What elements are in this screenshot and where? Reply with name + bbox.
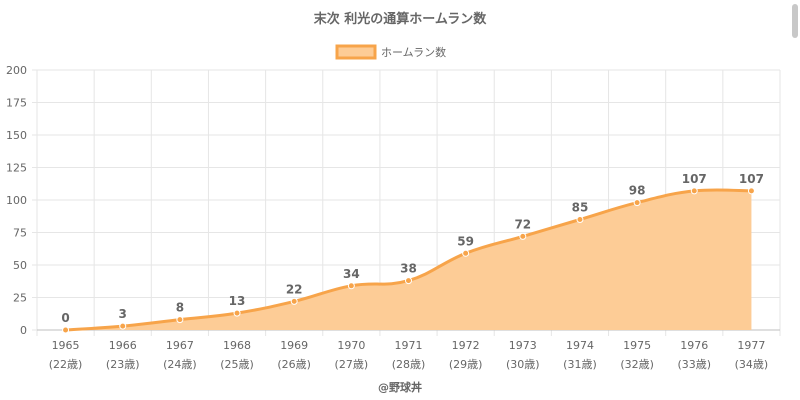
data-label: 22 bbox=[286, 282, 303, 296]
x-tick-age-label: (34歳) bbox=[735, 358, 769, 371]
x-tick-label: 1972 bbox=[452, 339, 480, 352]
legend-label: ホームラン数 bbox=[381, 46, 446, 59]
data-points bbox=[62, 187, 755, 334]
x-tick-label: 1971 bbox=[395, 339, 423, 352]
x-tick-age-label: (33歳) bbox=[677, 358, 711, 371]
data-label: 107 bbox=[739, 172, 764, 186]
y-tick-label: 175 bbox=[6, 97, 27, 110]
grid bbox=[32, 69, 781, 336]
x-tick-age-label: (27歳) bbox=[335, 358, 369, 371]
data-label: 34 bbox=[343, 267, 360, 281]
y-tick-label: 100 bbox=[6, 194, 27, 207]
x-tick-age-label: (30歳) bbox=[506, 358, 540, 371]
data-point bbox=[290, 297, 298, 305]
x-tick-label: 1965 bbox=[52, 339, 80, 352]
data-label: 0 bbox=[61, 311, 69, 325]
data-label: 107 bbox=[682, 172, 707, 186]
y-tick-label: 0 bbox=[20, 324, 27, 337]
data-label: 59 bbox=[457, 234, 474, 248]
series-area bbox=[65, 188, 752, 332]
scrollbar[interactable] bbox=[792, 4, 798, 38]
y-tick-label: 200 bbox=[6, 64, 27, 77]
data-label: 38 bbox=[400, 262, 417, 276]
x-tick-label: 1973 bbox=[509, 339, 537, 352]
area-fill bbox=[65, 189, 752, 330]
y-tick-label: 50 bbox=[13, 259, 27, 272]
data-label: 8 bbox=[176, 301, 184, 315]
data-point bbox=[405, 277, 412, 285]
data-label: 98 bbox=[629, 184, 646, 198]
x-tick-age-label: (31歳) bbox=[563, 358, 597, 371]
x-tick-age-label: (22歳) bbox=[49, 358, 83, 371]
x-tick-age-label: (25歳) bbox=[220, 358, 254, 371]
x-tick-age-label: (23歳) bbox=[106, 358, 140, 371]
x-tick-label: 1967 bbox=[166, 339, 194, 352]
x-tick-age-label: (32歳) bbox=[620, 358, 654, 371]
data-point bbox=[462, 249, 470, 257]
y-tick-label: 25 bbox=[13, 292, 27, 305]
y-tick-label: 125 bbox=[6, 162, 27, 175]
data-point bbox=[519, 232, 527, 240]
legend[interactable]: ホームラン数 bbox=[335, 44, 446, 60]
x-tick-age-label: (24歳) bbox=[163, 358, 197, 371]
x-tick-age-label: (29歳) bbox=[449, 358, 483, 371]
data-label: 13 bbox=[229, 294, 246, 308]
data-point bbox=[633, 199, 641, 207]
data-point bbox=[233, 309, 241, 317]
data-point bbox=[176, 316, 184, 324]
x-tick-label: 1975 bbox=[623, 339, 651, 352]
x-tick-label: 1977 bbox=[737, 339, 765, 352]
y-tick-label: 150 bbox=[6, 129, 27, 142]
data-label: 72 bbox=[514, 217, 531, 231]
x-axis: 1965 (22歳) 1966 (23歳) 1967 (24歳) 1968 (25歳) 1969… bbox=[49, 339, 768, 371]
x-tick-age-label: (26歳) bbox=[277, 358, 311, 371]
data-point bbox=[576, 216, 584, 223]
credit-label: @野球丼 bbox=[378, 380, 422, 394]
y-tick-label: 75 bbox=[13, 227, 27, 240]
data-label: 3 bbox=[119, 307, 127, 321]
data-point bbox=[119, 322, 127, 330]
data-point bbox=[747, 187, 755, 195]
x-tick-label: 1966 bbox=[109, 339, 137, 352]
x-tick-label: 1969 bbox=[280, 339, 308, 352]
data-label: 85 bbox=[572, 201, 589, 215]
x-tick-label: 1968 bbox=[223, 339, 251, 352]
data-point bbox=[347, 282, 355, 290]
legend-swatch bbox=[335, 44, 377, 60]
y-axis: 0 25 50 75 100 125 150 175 200 bbox=[6, 64, 27, 337]
x-tick-label: 1970 bbox=[337, 339, 365, 352]
x-tick-label: 1976 bbox=[680, 339, 708, 352]
data-point bbox=[62, 326, 70, 334]
chart-title: 末次 利光の通算ホームラン数 bbox=[313, 11, 487, 27]
data-point bbox=[690, 187, 698, 195]
x-tick-label: 1974 bbox=[566, 339, 594, 352]
x-tick-age-label: (28歳) bbox=[392, 358, 426, 371]
